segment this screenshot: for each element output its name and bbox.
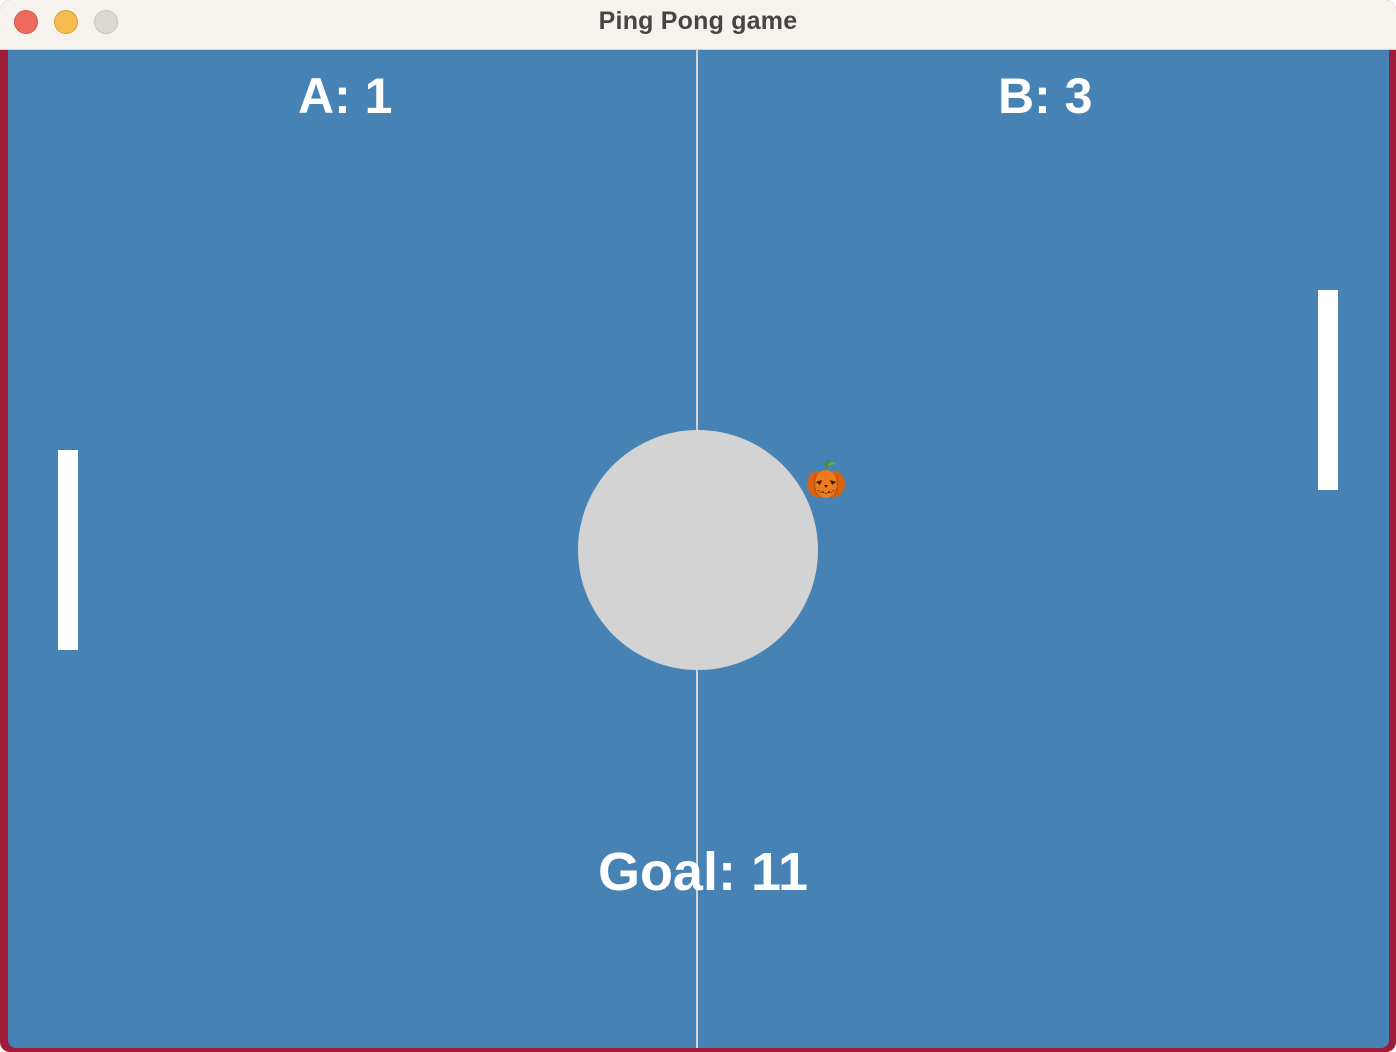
goal-value: 11 (751, 842, 808, 902)
player-a-points: 1 (365, 68, 393, 124)
player-b-score: B: 3 (998, 66, 1092, 126)
player-b-points: 3 (1065, 68, 1093, 124)
ball (804, 458, 848, 502)
player-b-label: B (998, 68, 1034, 124)
player-b-separator: : (1034, 68, 1065, 124)
goal-label: Goal (598, 842, 718, 902)
player-a-label: A (298, 68, 334, 124)
center-circle (578, 430, 818, 670)
goal-display: Goal: 11 (8, 840, 1389, 904)
game-court[interactable]: A: 1 B: 3 Goal: 11 (8, 50, 1389, 1048)
window-title: Ping Pong game (0, 7, 1396, 36)
goal-separator: : (718, 842, 751, 902)
player-a-score: A: 1 (298, 66, 392, 126)
title-bar: Ping Pong game (0, 0, 1396, 50)
player-a-separator: : (334, 68, 365, 124)
jack-o-lantern-icon (804, 458, 848, 502)
left-paddle[interactable] (58, 450, 78, 650)
right-paddle[interactable] (1318, 290, 1338, 490)
